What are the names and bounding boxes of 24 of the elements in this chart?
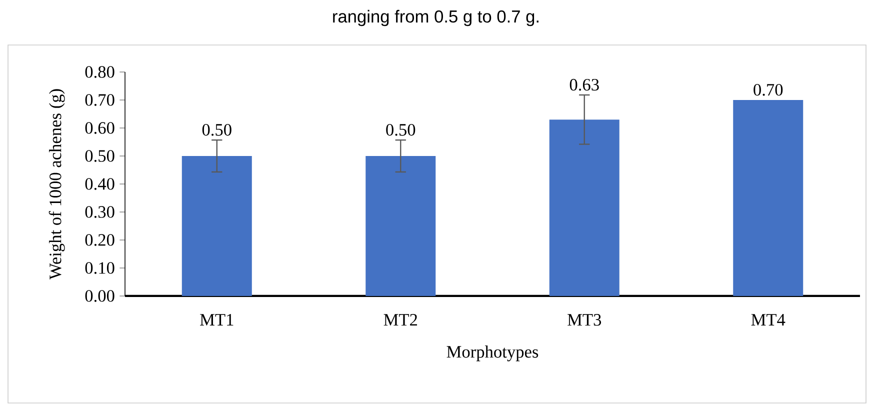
y-tick-label: 0.30: [85, 206, 114, 218]
y-tick-label: 0.00: [85, 290, 114, 302]
x-axis-title: Morphotypes: [446, 346, 538, 362]
bar: [182, 156, 252, 296]
chart-title: ranging from 0.5 g to 0.7 g.: [333, 10, 538, 26]
data-label: 0.63: [570, 78, 599, 91]
y-tick-label: 0.50: [85, 150, 114, 162]
y-tick-label: 0.60: [85, 122, 114, 134]
y-axis-title: Weight of 1000 achenes (g): [48, 89, 65, 280]
y-tick-label: 0.40: [85, 178, 114, 190]
bar: [366, 156, 436, 296]
x-tick-label: MT4: [751, 314, 786, 326]
x-tick-label: MT2: [384, 314, 418, 326]
x-tick-label: MT3: [568, 314, 602, 326]
y-tick-label: 0.80: [85, 66, 114, 78]
x-tick-label: MT1: [200, 314, 234, 326]
data-label: 0.50: [202, 124, 232, 136]
data-label: 0.50: [386, 124, 416, 136]
bar: [733, 100, 804, 296]
data-label: 0.70: [754, 84, 783, 96]
y-tick-label: 0.20: [85, 234, 114, 246]
y-tick-label: 0.70: [85, 94, 114, 106]
bar: [549, 120, 620, 296]
y-tick-label: 0.10: [85, 262, 114, 274]
